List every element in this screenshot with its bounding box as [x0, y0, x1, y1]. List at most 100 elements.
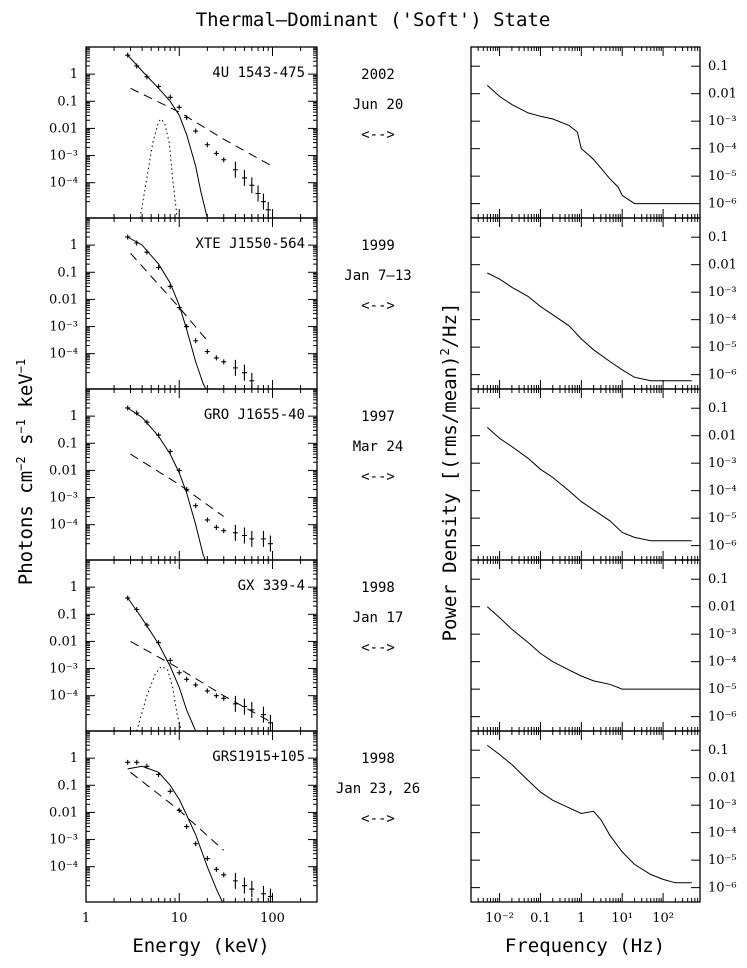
powerlaw-component-line [130, 252, 208, 342]
frequency-axis-label: Frequency (Hz) [505, 935, 665, 957]
observation-year: 1998 [361, 751, 395, 767]
data-point [255, 185, 261, 202]
x-tick-label: 10 [171, 911, 188, 926]
data-point [193, 841, 199, 847]
observation-year: 2002 [361, 67, 395, 83]
x-tick-label: 10⁻² [485, 911, 514, 926]
power-panel-frame [470, 217, 701, 390]
data-point [260, 530, 266, 547]
powerlaw-component-line [130, 640, 273, 724]
energy-panel: 1 0.1 0.01 10⁻³ 10⁻⁴ 4U 1543-475 [49, 46, 318, 219]
source-name: GX 339-4 [238, 578, 305, 594]
y-tick-label: 10⁻³ [49, 149, 78, 164]
data-point [193, 338, 199, 344]
observation-date: Jan 23, 26 [336, 781, 420, 797]
observation-label: 1998 Jan 23, 26 <--> [336, 751, 420, 827]
data-point [193, 128, 199, 134]
data-point [144, 249, 150, 255]
figure-title: Thermal–Dominant ('Soft') State [196, 9, 551, 31]
energy-panel: 1 0.1 0.01 10⁻³ 10⁻⁴ GX 339-4 [49, 559, 318, 732]
data-point [184, 324, 190, 330]
data-point [134, 410, 140, 416]
y-tick-label: 10⁻⁴ [708, 484, 737, 499]
data-point [267, 888, 273, 902]
data-point [156, 432, 162, 438]
data-point [232, 161, 238, 178]
power-panel-frame [470, 730, 701, 903]
data-point [167, 283, 173, 289]
x-tick-label: 1 [577, 911, 585, 926]
y-tick-label: 10⁻⁶ [708, 539, 737, 554]
data-point [167, 94, 173, 100]
data-point [125, 52, 131, 58]
x-tick-label: 1 [82, 911, 90, 926]
data-point [204, 856, 210, 862]
y-tick-label: 10⁻³ [708, 798, 737, 813]
data-point [184, 115, 190, 121]
data-point [213, 866, 219, 872]
y-tick-label: 10⁻⁴ [49, 518, 78, 533]
data-point [213, 355, 219, 361]
y-tick-label: 10⁻⁶ [708, 710, 737, 725]
data-point [213, 524, 219, 530]
observation-date: Jan 17 [353, 610, 404, 626]
data-point [125, 759, 131, 765]
iron-line-component [136, 665, 182, 731]
y-tick-label: 0.1 [708, 743, 729, 758]
arrow-symbol: <--> [361, 640, 395, 656]
x-tick-label: 10² [652, 911, 674, 926]
data-point [125, 405, 131, 411]
data-point [241, 169, 247, 186]
y-tick-label: 10⁻⁵ [708, 511, 737, 526]
y-tick-label: 0.1 [708, 572, 729, 587]
y-tick-label: 10⁻⁴ [708, 313, 737, 328]
power-panel: 0.1 0.01 10⁻³ 10⁻⁴ 10⁻⁵ 10⁻⁶ 10⁻² 0.1 1 10¹ 10² [470, 730, 737, 926]
power-density-line [486, 606, 692, 690]
data-point [156, 771, 162, 777]
y-tick-label: 1 [70, 751, 78, 766]
power-density-panels: 0.10.0110⁻³10⁻⁴10⁻⁵10⁻⁶0.10.0110⁻³10⁻⁴10… [470, 46, 737, 926]
data-point [249, 530, 255, 547]
y-tick-label: 10⁻⁴ [49, 860, 78, 875]
data-point [176, 807, 182, 813]
data-point [221, 872, 227, 878]
data-point [176, 670, 182, 676]
observation-year: 1999 [361, 238, 395, 254]
y-tick-label: 10⁻⁵ [708, 340, 737, 355]
y-tick-label: 0.1 [57, 436, 78, 451]
data-point [176, 305, 182, 311]
data-point [260, 706, 266, 723]
power-panel: 0.1 0.01 10⁻³ 10⁻⁴ 10⁻⁵ 10⁻⁶ [470, 559, 737, 732]
y-tick-label: 0.1 [708, 230, 729, 245]
arrow-symbol: <--> [361, 469, 395, 485]
source-name: GRS1915+105 [212, 749, 305, 765]
y-tick-label: 0.01 [708, 600, 737, 615]
powerlaw-component-line [130, 771, 225, 851]
data-point [144, 74, 150, 80]
y-tick-label: 10⁻⁴ [708, 655, 737, 670]
data-point [167, 448, 173, 454]
data-point [204, 517, 210, 523]
y-tick-label: 0.1 [708, 59, 729, 74]
observation-label: 2002 Jun 20 <--> [353, 67, 404, 143]
data-point [156, 264, 162, 270]
data-point [213, 693, 219, 699]
y-tick-label: 10⁻⁴ [49, 689, 78, 704]
data-point [221, 528, 227, 534]
power-density-line [486, 85, 692, 205]
data-point [249, 177, 255, 194]
data-point [232, 524, 238, 541]
y-tick-label: 0.1 [708, 401, 729, 416]
y-tick-label: 0.01 [49, 292, 78, 307]
data-point [232, 872, 238, 889]
power-density-line [487, 744, 692, 884]
arrow-symbol: <--> [361, 298, 395, 314]
observation-labels: 2002 Jun 20 <--> 1999 Jan 7–13 <--> 1997 Mar 24… [336, 67, 420, 827]
data-point [260, 885, 266, 902]
data-point [193, 503, 199, 509]
x-tick-label: 0.1 [530, 911, 551, 926]
y-tick-label: 10⁻⁵ [708, 853, 737, 868]
y-tick-label: 0.01 [49, 634, 78, 649]
y-tick-label: 0.01 [708, 87, 737, 102]
